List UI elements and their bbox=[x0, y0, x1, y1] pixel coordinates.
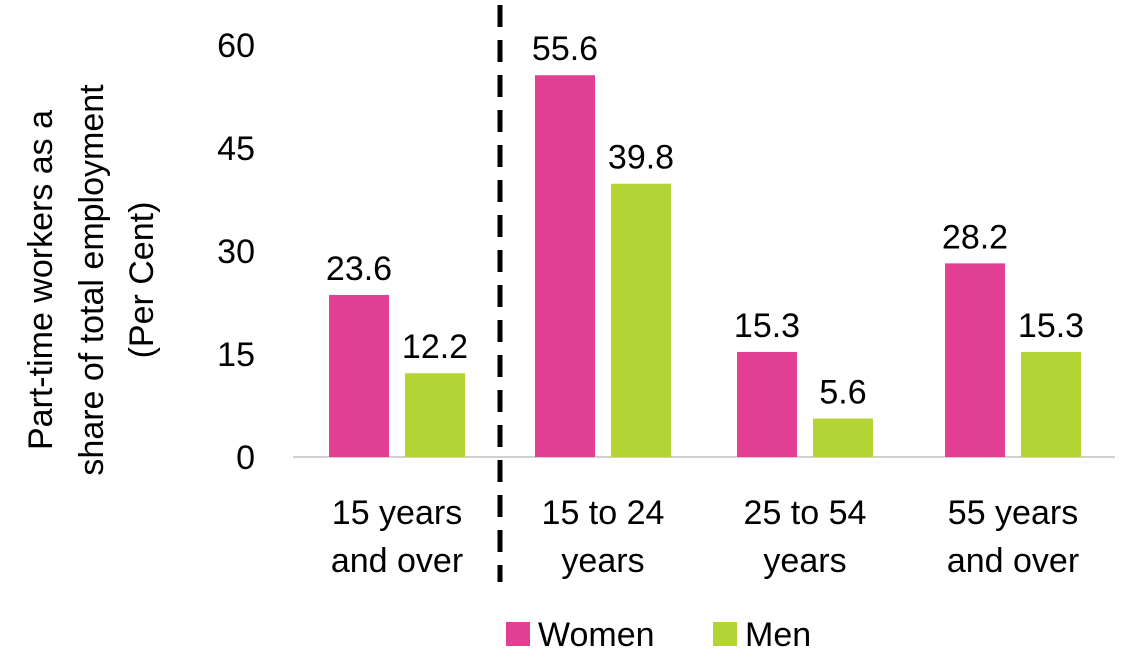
x-category-label: 55 years bbox=[948, 494, 1078, 532]
y-tick-label: 0 bbox=[236, 439, 255, 477]
bar-men bbox=[1021, 351, 1081, 457]
data-label-women: 23.6 bbox=[326, 250, 392, 288]
x-axis-category-labels: 15 years and over 15 to 24 years 25 to 54 yea… bbox=[331, 494, 1079, 580]
legend-swatch-men bbox=[713, 622, 737, 646]
x-category-label: 25 to 54 bbox=[744, 494, 867, 532]
x-category-label: years bbox=[763, 542, 846, 580]
y-axis-title-line-3: (Per Cent) bbox=[123, 202, 161, 359]
y-axis-title: Part-time workers as a share of total em… bbox=[22, 84, 161, 476]
legend: Women Men bbox=[506, 616, 811, 654]
data-label-men: 15.3 bbox=[1018, 307, 1084, 345]
legend-label-women: Women bbox=[538, 616, 655, 654]
y-tick-label: 45 bbox=[217, 130, 255, 168]
data-label-women: 15.3 bbox=[734, 307, 800, 345]
data-label-men: 5.6 bbox=[819, 374, 866, 412]
bar-women bbox=[535, 75, 595, 458]
data-label-men: 12.2 bbox=[402, 328, 468, 366]
bar-women bbox=[945, 263, 1005, 457]
x-category-label: 15 years bbox=[332, 494, 462, 532]
legend-label-men: Men bbox=[745, 616, 811, 654]
data-label-men: 39.8 bbox=[608, 139, 674, 177]
y-axis-ticks: 0 15 30 45 60 bbox=[217, 27, 255, 477]
data-label-women: 55.6 bbox=[532, 30, 598, 68]
bar-men bbox=[611, 183, 671, 457]
y-axis-title-line-2: share of total employment bbox=[73, 84, 111, 476]
legend-swatch-women bbox=[506, 622, 530, 646]
bar-women bbox=[329, 294, 389, 457]
x-category-label: and over bbox=[947, 542, 1079, 580]
x-category-label: and over bbox=[331, 542, 463, 580]
x-category-label: years bbox=[561, 542, 644, 580]
bar-women bbox=[737, 351, 797, 457]
bar-men bbox=[813, 418, 873, 457]
y-tick-label: 30 bbox=[217, 233, 255, 271]
y-tick-label: 15 bbox=[217, 336, 255, 374]
y-axis-title-line-1: Part-time workers as a bbox=[22, 110, 60, 450]
x-category-label: 15 to 24 bbox=[542, 494, 665, 532]
plot-area: 23.6 55.6 15.3 28.2 12.2 39.8 5.6 15.3 bbox=[293, 5, 1115, 582]
bar-men bbox=[405, 373, 465, 457]
data-label-women: 28.2 bbox=[942, 218, 1008, 256]
y-tick-label: 60 bbox=[217, 27, 255, 65]
